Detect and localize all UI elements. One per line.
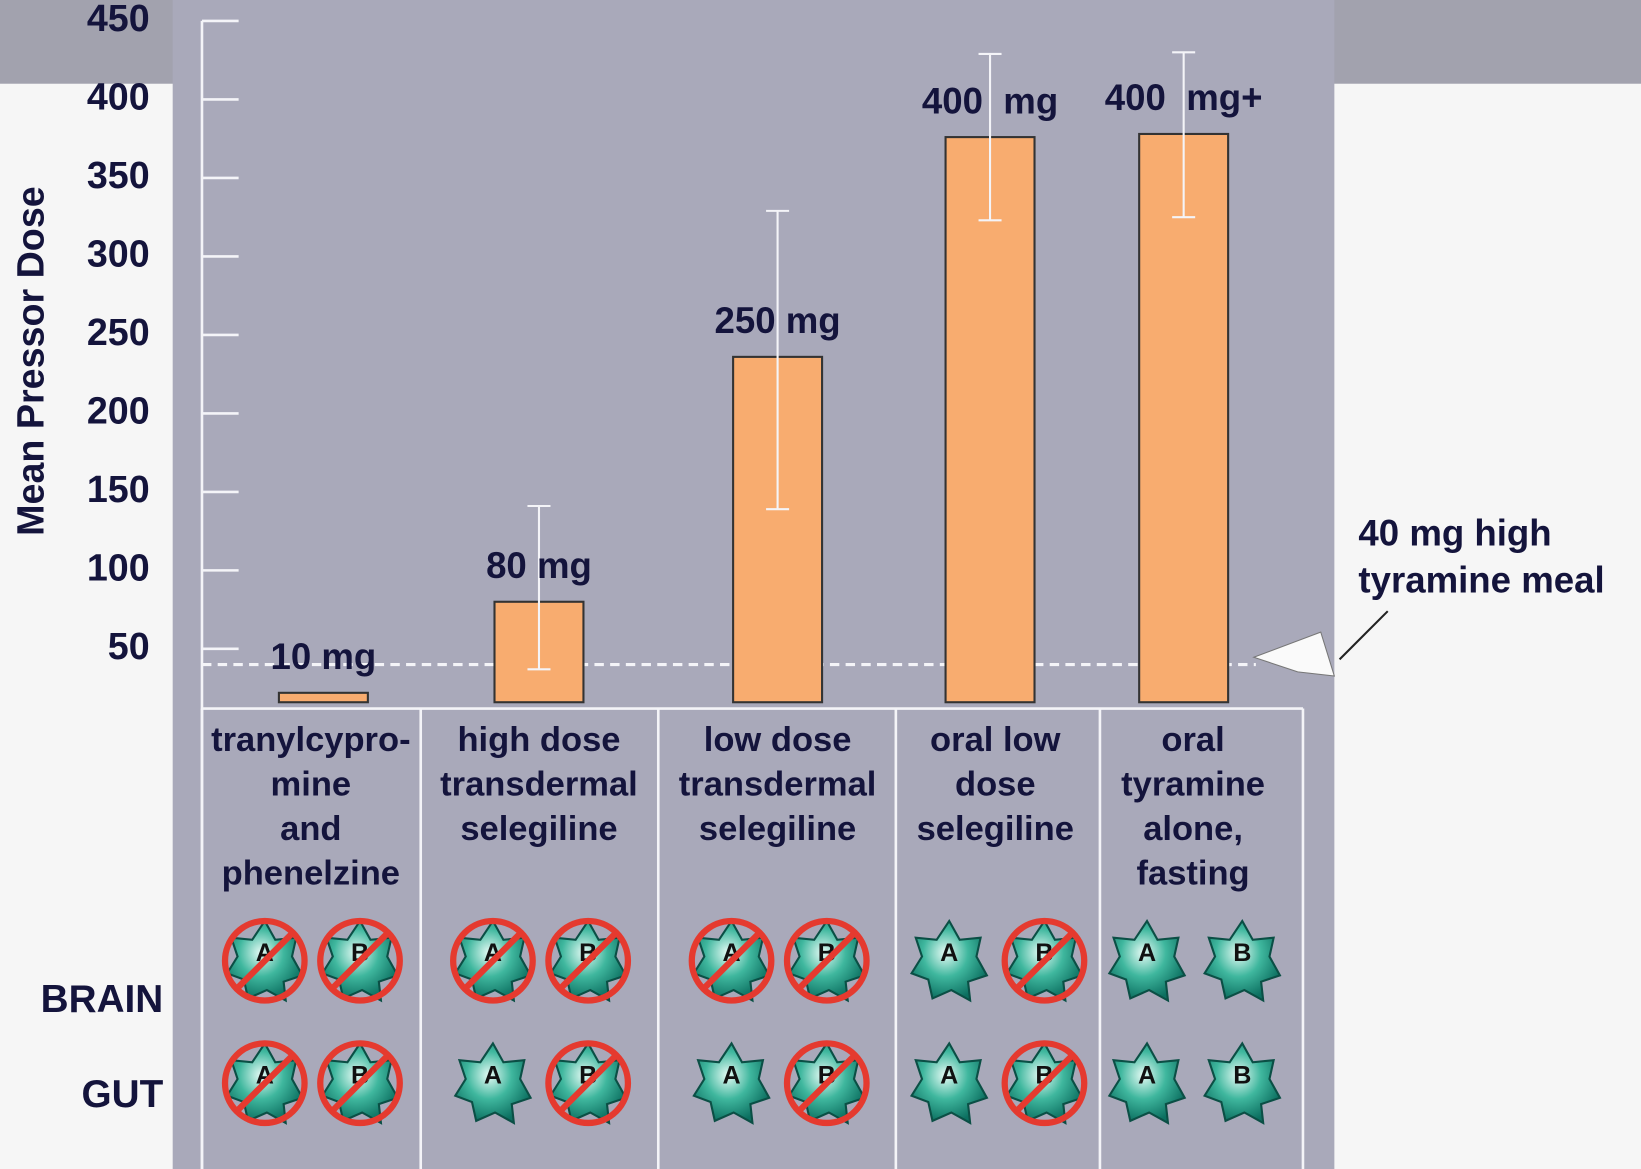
y-tick-label: 400 (87, 75, 150, 117)
x-tick-label: alone, (1143, 810, 1243, 848)
y-tick-label: 150 (87, 468, 150, 510)
y-tick-label: 450 (87, 0, 150, 39)
enzyme-letter: A (940, 1062, 958, 1090)
enzyme-icon: B (1005, 921, 1085, 1001)
enzyme-letter: A (1138, 939, 1156, 967)
pointer (1340, 611, 1388, 659)
value-label: 10 mg (270, 636, 376, 677)
y-tick-label: 50 (108, 625, 150, 667)
x-tick-label: dose (955, 766, 1036, 804)
enzyme-letter: A (1138, 1062, 1156, 1090)
enzyme-icon: A (225, 921, 305, 1001)
value-label: 250 mg (715, 300, 841, 341)
bar (1139, 134, 1228, 702)
y-tick-label: 300 (87, 232, 150, 274)
x-tick-label: tranylcypro- (211, 721, 410, 759)
enzyme-icon: B (787, 921, 867, 1001)
x-tick-label: transdermal (679, 766, 877, 804)
y-axis-label: Mean Pressor Dose (9, 186, 51, 536)
enzyme-icon: B (320, 1043, 400, 1123)
x-tick-label: oral low (930, 721, 1061, 759)
y-tick-label: 350 (87, 154, 150, 196)
x-tick-label: transdermal (440, 766, 638, 804)
chart: Mean Pressor Dose 50 100 150 200 250 300 350 40… (0, 0, 1641, 1169)
enzyme-icon: B (548, 1043, 628, 1123)
enzyme-icon: B (1005, 1043, 1085, 1123)
enzyme-icon: A (453, 921, 533, 1001)
enzyme-letter: B (1233, 939, 1251, 967)
enzyme-icon: A (225, 1043, 305, 1123)
y-tick-label: 100 (87, 546, 150, 588)
x-tick-label: phenelzine (222, 855, 400, 893)
enzyme-letter: A (722, 1062, 740, 1090)
y-tick-label: 250 (87, 311, 150, 353)
y-tick-label: 200 (87, 389, 150, 431)
x-tick-label: fasting (1137, 855, 1250, 893)
reference-label: tyramine meal (1358, 560, 1604, 601)
x-tick-label: selegiline (917, 810, 1074, 848)
page: {"chart_data": {"type": "bar", "y_label"… (0, 0, 1641, 1169)
x-tick-label: oral (1161, 721, 1224, 759)
x-tick-label: high dose (457, 721, 620, 759)
enzyme-icon: B (548, 921, 628, 1001)
enzyme-letter: A (940, 939, 958, 967)
row-label: BRAIN (41, 978, 164, 1021)
reference-label: 40 mg high (1358, 513, 1551, 554)
enzyme-letter: B (1233, 1062, 1251, 1090)
row-label: GUT (82, 1073, 164, 1116)
x-tick-label: and (280, 810, 341, 848)
value-label: 80 mg (486, 545, 592, 586)
enzyme-letter: A (484, 1062, 502, 1090)
enzyme-icon: B (320, 921, 400, 1001)
x-tick-label: low dose (704, 721, 852, 759)
enzyme-icon: B (787, 1043, 867, 1123)
enzyme-icon: A (692, 921, 772, 1001)
x-tick-label: selegiline (460, 810, 617, 848)
x-tick-label: mine (271, 766, 352, 804)
x-tick-label: tyramine (1121, 766, 1265, 804)
x-tick-label: selegiline (699, 810, 856, 848)
value-label: 400 mg+ (1105, 77, 1263, 118)
bar (946, 137, 1035, 702)
bar (279, 693, 368, 702)
value-label: 400 mg (922, 80, 1058, 121)
